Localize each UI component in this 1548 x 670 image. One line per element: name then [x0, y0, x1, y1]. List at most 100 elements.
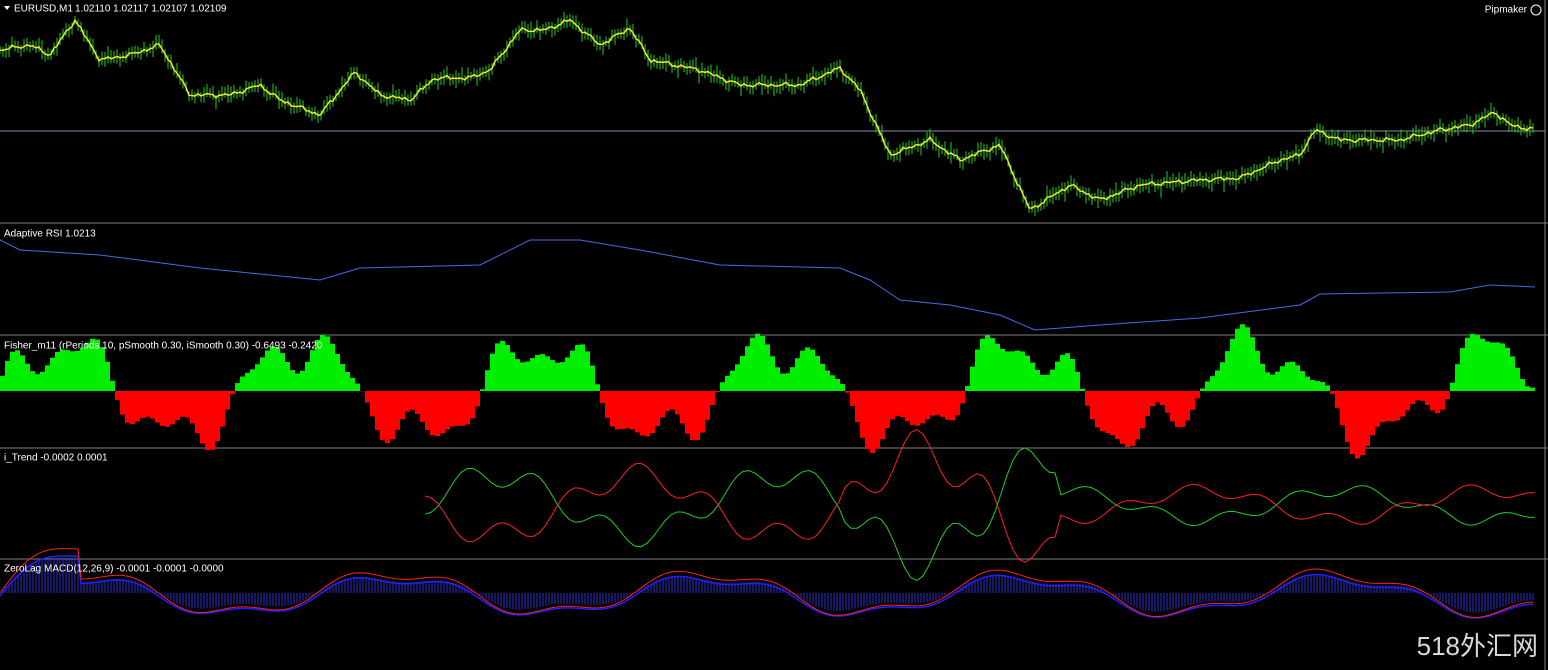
fisher-bar — [1445, 391, 1450, 400]
fisher-bar — [1410, 391, 1415, 405]
fisher-bar — [515, 359, 520, 391]
fisher-bar — [925, 391, 930, 420]
fisher-bar — [50, 357, 55, 391]
fisher-bar — [505, 344, 510, 391]
fisher-bar — [805, 347, 810, 391]
fisher-bar — [290, 370, 295, 391]
fisher-bar — [1485, 341, 1490, 391]
fisher-bar — [80, 347, 85, 391]
fisher-bar — [25, 363, 30, 391]
fisher-bar — [155, 391, 160, 423]
menu-arrow[interactable] — [4, 6, 10, 10]
symbol: EURUSD,M1 — [14, 4, 73, 15]
fisher-bar — [930, 391, 935, 416]
fisher-bar — [605, 391, 610, 418]
fisher-bar — [1065, 353, 1070, 391]
fisher-bar — [775, 367, 780, 391]
fisher-bar — [1030, 362, 1035, 391]
fisher-bar — [0, 375, 5, 391]
fisher-bar — [210, 391, 215, 450]
fisher-bar — [1495, 342, 1500, 391]
fisher-bar — [1095, 391, 1100, 428]
fisher-bar — [1220, 362, 1225, 391]
fisher-bar — [1340, 391, 1345, 426]
fisher-bar — [1465, 337, 1470, 391]
fisher-bar — [685, 391, 690, 434]
fisher-bar — [610, 391, 615, 427]
fisher-bar — [1435, 391, 1440, 414]
fisher-bar — [1285, 362, 1290, 391]
fisher-bar — [400, 391, 405, 420]
fisher-bar — [1330, 391, 1335, 394]
fisher-bar — [200, 391, 205, 444]
fisher-bar — [1350, 391, 1355, 455]
fisher-bar — [1105, 391, 1110, 434]
fisher-bar — [1355, 391, 1360, 459]
fisher-bar — [440, 391, 445, 434]
fisher-bar — [105, 361, 110, 391]
fisher-bar — [1365, 391, 1370, 446]
pane-label: i_Trend -0.0002 0.0001 — [4, 453, 108, 464]
fisher-bar — [325, 336, 330, 391]
fisher-bar — [295, 373, 300, 391]
fisher-bar — [1205, 381, 1210, 391]
watermark: 518外汇网 — [1417, 631, 1538, 661]
fisher-bar — [45, 365, 50, 391]
fisher-bar — [890, 391, 895, 420]
fisher-bar — [820, 363, 825, 391]
fisher-bar — [260, 357, 265, 391]
fisher-bar — [1145, 391, 1150, 416]
fisher-bar — [1390, 391, 1395, 422]
fisher-bar — [310, 350, 315, 391]
fisher-bar — [915, 391, 920, 426]
fisher-bar — [175, 391, 180, 421]
pane-label: Adaptive RSI 1.0213 — [4, 229, 96, 240]
fisher-bar — [445, 391, 450, 430]
fisher-bar — [665, 391, 670, 411]
fisher-bar — [1110, 391, 1115, 436]
fisher-bar — [280, 353, 285, 391]
fisher-bar — [880, 391, 885, 440]
fisher-bar — [950, 391, 955, 421]
fisher-bar — [620, 391, 625, 429]
fisher-bar — [20, 355, 25, 391]
fisher-bar — [450, 391, 455, 427]
fisher-bar — [305, 361, 310, 391]
fisher-bar — [415, 391, 420, 414]
trend-red — [424, 429, 1536, 563]
fisher-bar — [390, 391, 395, 440]
fisher-bar — [1305, 376, 1310, 391]
fisher-bar — [1505, 347, 1510, 391]
fisher-bar — [870, 391, 875, 453]
fisher-bar — [520, 362, 525, 391]
fisher-bar — [815, 355, 820, 391]
fisher-bar — [980, 338, 985, 391]
fisher-bar — [1100, 391, 1105, 432]
macd-histogram — [2, 557, 1534, 613]
fisher-bar — [770, 356, 775, 391]
fisher-bar — [555, 362, 560, 391]
fisher-bar — [500, 340, 505, 391]
fisher-bar — [1130, 391, 1135, 446]
fisher-bar — [550, 360, 555, 391]
fisher-bar — [990, 338, 995, 391]
fisher-bar — [595, 384, 600, 391]
fisher-bar — [1490, 342, 1495, 391]
fisher-bar — [1500, 343, 1505, 391]
fisher-bar — [160, 391, 165, 426]
fisher-bar — [1140, 391, 1145, 429]
fisher-bar — [140, 391, 145, 418]
rsi-line — [0, 239, 1536, 331]
fisher-bar — [65, 350, 70, 391]
fisher-bar — [670, 391, 675, 410]
fisher-bar — [55, 351, 60, 391]
fisher-bar — [215, 391, 220, 442]
fisher-bar — [835, 378, 840, 391]
fisher-bar — [1510, 356, 1515, 391]
fisher-bar — [30, 371, 35, 391]
fisher-bar — [1225, 351, 1230, 391]
fisher-bar — [1180, 391, 1185, 427]
fisher-bar — [1475, 335, 1480, 391]
fisher-bar — [695, 391, 700, 441]
fisher-bar — [1470, 333, 1475, 391]
